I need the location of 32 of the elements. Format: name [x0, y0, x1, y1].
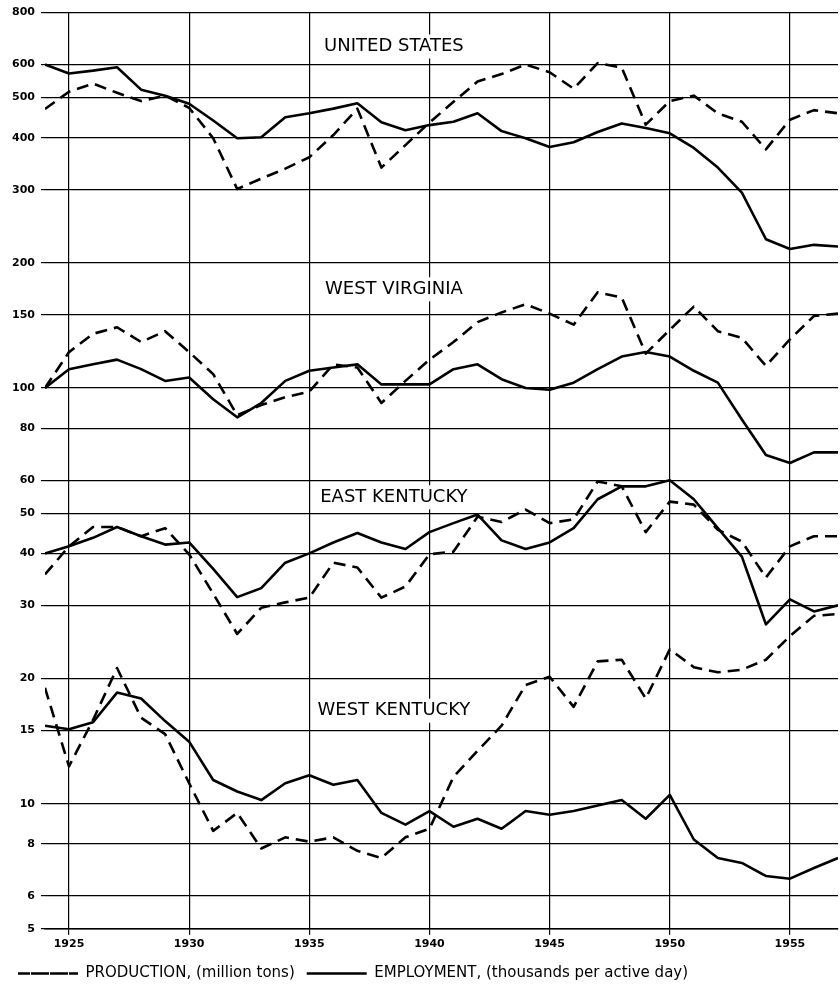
y-tick-label: 30	[19, 598, 36, 612]
y-tick-label: 80	[19, 421, 36, 435]
y-tick-label: 800	[11, 5, 36, 19]
y-tick-label: 400	[11, 130, 36, 144]
y-tick-label: 100	[11, 380, 36, 394]
annotation: UNITED STATES	[324, 34, 464, 56]
y-tick-label: 15	[19, 723, 35, 737]
y-tick-label: 200	[11, 255, 36, 269]
x-tick-label: 1925	[53, 937, 85, 951]
annotation: EAST KENTUCKY	[320, 484, 469, 506]
x-tick-label: 1950	[654, 937, 686, 951]
y-tick-label: 6	[27, 888, 36, 902]
x-tick-label: 1940	[414, 937, 446, 951]
y-tick-label: 60	[19, 473, 36, 487]
y-tick-label: 150	[11, 307, 36, 321]
legend-label: PRODUCTION, (million tons)	[85, 963, 295, 982]
y-tick-label: 40	[19, 546, 36, 560]
y-tick-label: 50	[19, 505, 36, 519]
annotation: WEST VIRGINIA	[325, 276, 464, 298]
y-tick-label: 600	[11, 57, 36, 71]
y-tick-label: 300	[11, 182, 36, 196]
x-tick-label: 1955	[774, 937, 806, 951]
y-tick-label: 10	[19, 796, 36, 810]
annotation: WEST KENTUCKY	[317, 698, 472, 720]
y-tick-label: 8	[27, 836, 35, 850]
y-tick-label: 5	[27, 921, 35, 935]
x-tick-label: 1945	[534, 937, 565, 951]
y-tick-label: 500	[11, 90, 36, 104]
x-tick-label: 1930	[173, 937, 205, 951]
legend-label: EMPLOYMENT, (thousands per active day)	[374, 963, 689, 982]
y-tick-label: 20	[19, 671, 36, 685]
x-tick-label: 1935	[294, 937, 325, 951]
